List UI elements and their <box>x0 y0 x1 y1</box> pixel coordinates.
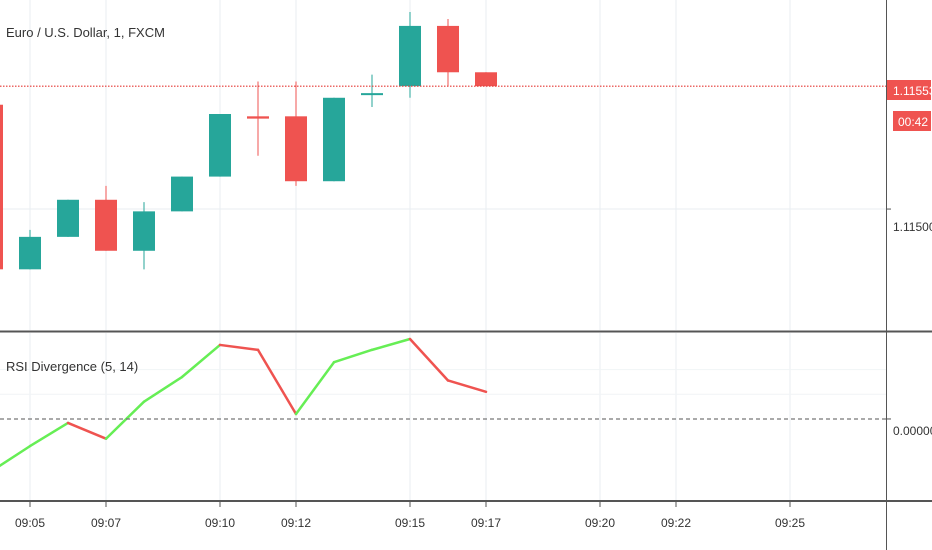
candle <box>0 104 3 270</box>
candle <box>133 202 155 270</box>
candle-body <box>437 25 459 73</box>
last-price-badge <box>887 80 931 100</box>
candle <box>247 81 269 156</box>
price-tick-label: 1.11500 <box>893 220 932 234</box>
time-tick-label: 09:22 <box>661 516 691 530</box>
rsi-segment <box>332 348 374 364</box>
candle <box>475 72 497 87</box>
candle-body <box>95 199 117 251</box>
candle-body <box>399 25 421 87</box>
candle <box>437 18 459 87</box>
rsi-segment <box>408 337 450 382</box>
candle <box>285 81 307 186</box>
candle-body <box>0 104 3 270</box>
candle <box>57 199 79 237</box>
last-price-label: 1.11553 <box>893 84 932 98</box>
candle-body <box>323 97 345 182</box>
candle <box>323 97 345 182</box>
time-tick-label: 09:07 <box>91 516 121 530</box>
time-tick-label: 09:05 <box>15 516 45 530</box>
candle-body <box>57 199 79 237</box>
candle-body <box>475 72 497 87</box>
rsi-segment <box>0 444 32 468</box>
candle <box>209 114 231 177</box>
rsi-segment <box>142 375 184 403</box>
time-tick-label: 09:10 <box>205 516 235 530</box>
candle <box>95 185 117 251</box>
time-tick-label: 09:20 <box>585 516 615 530</box>
candle-body <box>171 176 193 212</box>
time-tick-label: 09:15 <box>395 516 425 530</box>
rsi-segment <box>218 343 260 352</box>
rsi-segment <box>180 343 222 379</box>
rsi-segment <box>446 379 488 394</box>
candle-body <box>19 236 41 270</box>
countdown-label: 00:42 <box>898 115 928 129</box>
time-tick-label: 09:12 <box>281 516 311 530</box>
rsi-title: RSI Divergence (5, 14) <box>6 359 138 374</box>
time-tick-label: 09:25 <box>775 516 805 530</box>
rsi-segment <box>66 421 108 440</box>
candle <box>361 74 383 108</box>
grid <box>0 0 886 500</box>
candle <box>399 12 421 98</box>
candle-body <box>247 116 269 119</box>
countdown-badge <box>893 111 931 131</box>
main-chart-title: Euro / U.S. Dollar, 1, FXCM <box>6 25 165 40</box>
rsi-segment <box>256 348 298 416</box>
rsi-segment <box>370 337 412 352</box>
candles-series <box>0 12 497 270</box>
rsi-segment <box>28 421 70 448</box>
time-tick-label: 09:17 <box>471 516 501 530</box>
rsi-segment <box>294 360 336 416</box>
candle-body <box>209 114 231 177</box>
candle-body <box>361 93 383 96</box>
candle <box>19 229 41 270</box>
candle-body <box>133 211 155 251</box>
rsi-segment <box>104 400 146 440</box>
rsi-zero-label: 0.00000 <box>893 424 932 438</box>
candle <box>171 176 193 212</box>
rsi-series <box>0 337 488 468</box>
candle-body <box>285 116 307 182</box>
